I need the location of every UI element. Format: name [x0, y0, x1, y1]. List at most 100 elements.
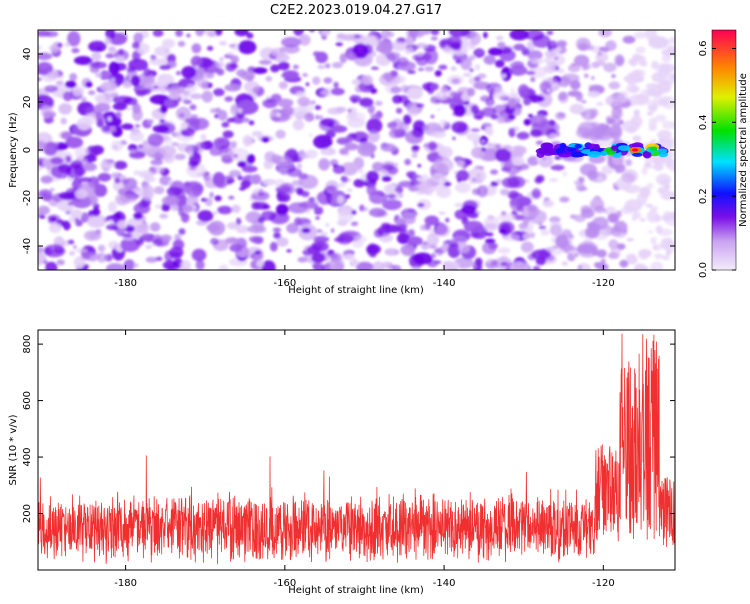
heat-blob	[230, 55, 240, 64]
heat-blob	[214, 30, 223, 36]
heat-blob	[346, 194, 351, 199]
heat-blob	[610, 245, 621, 260]
heat-blob	[526, 227, 533, 236]
heat-blob	[453, 104, 467, 117]
heat-blob	[347, 188, 353, 192]
heat-blob	[351, 98, 358, 104]
heat-blob	[346, 52, 357, 61]
heat-blob	[505, 146, 513, 152]
heat-blob	[597, 51, 603, 57]
heat-blob	[460, 56, 472, 71]
heat-blob	[95, 73, 101, 78]
heat-blob	[430, 114, 435, 119]
heat-blob	[352, 43, 369, 59]
heat-blob	[650, 165, 656, 169]
heat-blob	[438, 64, 448, 70]
heat-blob	[661, 254, 671, 261]
heat-blob	[626, 84, 640, 94]
heat-blob	[195, 30, 205, 37]
heat-blob	[159, 119, 165, 123]
heat-blob	[164, 49, 169, 53]
heat-blob	[182, 90, 191, 96]
heat-blob	[386, 194, 397, 199]
heat-blob	[579, 187, 588, 191]
heat-blob	[554, 156, 562, 160]
heat-blob	[353, 178, 366, 188]
heat-blob	[650, 236, 657, 245]
heat-blob	[388, 128, 404, 139]
heat-blob	[424, 66, 434, 72]
heat-blob	[126, 107, 132, 111]
heat-blob	[424, 215, 440, 226]
heat-blob	[75, 248, 88, 254]
heat-blob	[500, 261, 509, 267]
heat-blob	[248, 120, 255, 126]
heat-blob	[596, 249, 607, 258]
heat-blob	[308, 197, 316, 203]
heat-blob	[110, 172, 122, 178]
heat-blob	[191, 43, 202, 54]
heat-blob	[180, 212, 190, 223]
heat-blob	[510, 88, 515, 93]
heat-blob	[85, 81, 93, 88]
heat-blob	[231, 115, 246, 124]
heat-blob	[648, 117, 658, 130]
heat-blob	[120, 237, 141, 253]
snr-panel: -180 -160 -140 -120 200 400 600 800 Height of …	[8, 329, 676, 596]
heat-blob	[330, 87, 345, 96]
heat-blob	[71, 195, 93, 209]
heat-blob	[397, 57, 409, 67]
heat-blob	[108, 61, 120, 75]
heat-blob	[596, 176, 604, 181]
heat-blob	[135, 222, 152, 234]
heat-blob	[530, 76, 536, 83]
heat-blob	[550, 164, 565, 171]
snr-x-tick-label: -160	[273, 578, 296, 589]
heat-blob	[298, 173, 309, 180]
heat-blob	[469, 68, 474, 73]
heat-blob	[370, 113, 378, 119]
heat-blob	[346, 111, 366, 122]
heat-blob	[273, 155, 292, 165]
heat-blob	[381, 261, 394, 269]
snr-y-axis-label: SNR (10 * v/v)	[8, 414, 19, 485]
spectrogram-x-tick-label: -180	[114, 278, 137, 289]
heat-blob	[622, 35, 636, 44]
heat-blob	[627, 72, 634, 76]
snr-x-axis-label: Height of straight line (km)	[288, 585, 424, 596]
heat-blob	[577, 264, 583, 270]
heat-blob	[430, 36, 438, 41]
heat-blob	[80, 212, 89, 223]
spectrogram-x-tick-label: -140	[433, 278, 456, 289]
heat-blob	[95, 112, 105, 122]
heat-blob	[38, 246, 44, 253]
heat-blob	[330, 228, 335, 233]
heat-blob	[40, 175, 53, 184]
heat-blob	[60, 117, 67, 125]
heat-blob	[366, 118, 383, 134]
heat-blob	[662, 95, 675, 110]
heat-blob	[240, 180, 251, 189]
heat-blob	[646, 111, 653, 116]
heat-blob	[509, 30, 529, 41]
heat-blob	[166, 53, 176, 64]
heat-blob	[535, 174, 545, 183]
heat-blob	[558, 112, 565, 118]
heat-blob	[150, 54, 157, 60]
heat-blob	[261, 260, 276, 270]
heat-blob	[242, 134, 253, 147]
heat-blob	[154, 46, 171, 57]
heat-blob	[473, 139, 479, 147]
heat-blob	[370, 30, 377, 33]
heat-blob	[177, 143, 193, 153]
heat-blob	[80, 96, 87, 102]
heat-blob	[568, 234, 574, 240]
heat-blob	[370, 66, 380, 70]
heat-blob	[125, 75, 130, 81]
heat-blob	[439, 119, 448, 126]
snr-series-line	[38, 333, 675, 565]
heat-blob	[201, 90, 213, 103]
heat-blob	[222, 130, 234, 139]
heat-blob	[567, 64, 581, 73]
heat-blob	[508, 127, 516, 138]
